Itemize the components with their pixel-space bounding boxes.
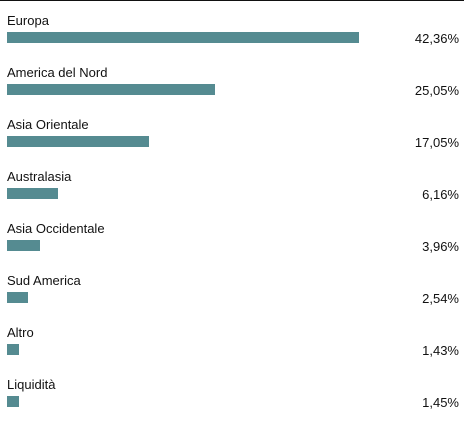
category-label: Europa [7, 13, 49, 28]
chart-row: Liquidità 1,45% [0, 377, 464, 425]
category-label: Australasia [7, 169, 72, 184]
value-label: 25,05% [414, 83, 459, 98]
region-allocation-chart: Europa 42,36% America del Nord 25,05% Asia O… [0, 0, 464, 410]
chart-row: Australasia 6,16% [0, 169, 464, 217]
value-label: 1,43% [422, 343, 459, 358]
value-label: 6,16% [422, 187, 459, 202]
bar [7, 188, 58, 199]
category-label: America del Nord [7, 65, 108, 80]
bar [7, 396, 19, 407]
value-label: 42,36% [414, 31, 459, 46]
category-label: Altro [7, 325, 34, 340]
value-label: 1,45% [422, 395, 459, 410]
value-label: 17,05% [414, 135, 459, 150]
bar [7, 32, 359, 43]
chart-row: Asia Orientale 17,05% [0, 117, 464, 165]
chart-row: Altro 1,43% [0, 325, 464, 373]
bar [7, 136, 149, 147]
bar [7, 84, 215, 95]
category-label: Asia Occidentale [7, 221, 105, 236]
chart-row: Asia Occidentale 3,96% [0, 221, 464, 269]
value-label: 2,54% [422, 291, 459, 306]
chart-row: Sud America 2,54% [0, 273, 464, 321]
chart-row: America del Nord 25,05% [0, 65, 464, 113]
chart-row: Europa 42,36% [0, 13, 464, 61]
bar [7, 344, 19, 355]
bar [7, 292, 28, 303]
category-label: Asia Orientale [7, 117, 89, 132]
category-label: Sud America [7, 273, 81, 288]
bar [7, 240, 40, 251]
category-label: Liquidità [7, 377, 56, 392]
value-label: 3,96% [422, 239, 459, 254]
